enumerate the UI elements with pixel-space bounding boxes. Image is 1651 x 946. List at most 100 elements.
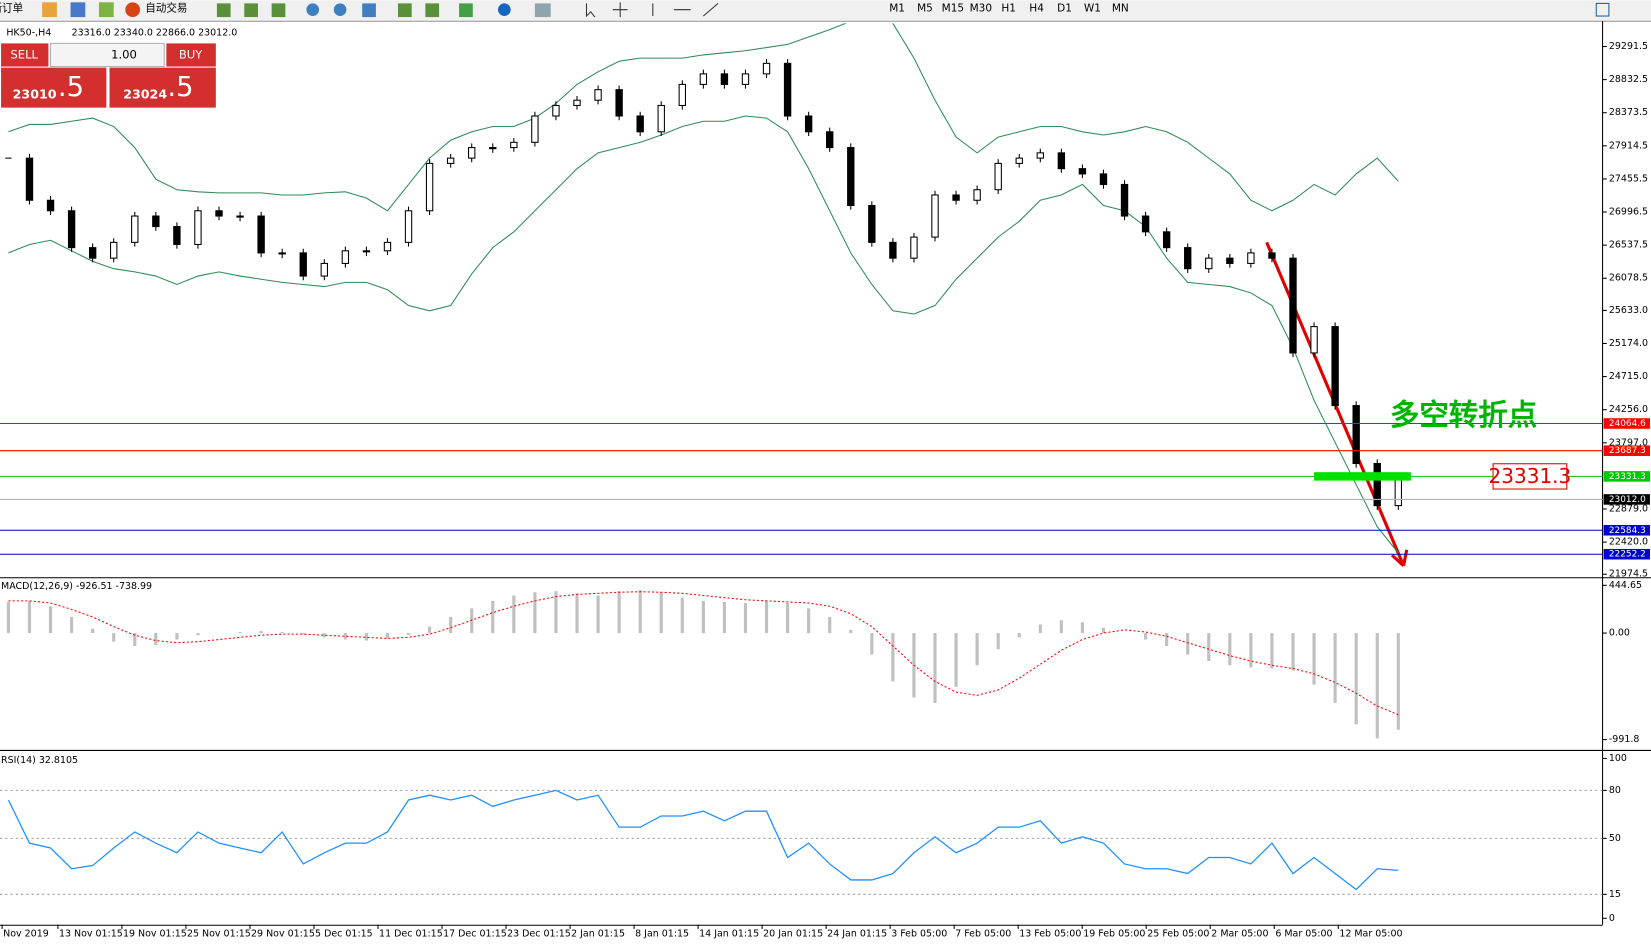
icon[interactable] <box>244 3 258 18</box>
icon[interactable] <box>98 2 114 18</box>
candle <box>257 215 265 254</box>
candle <box>931 194 939 238</box>
volume[interactable]: 1.00 <box>111 47 137 61</box>
macd-signal <box>8 591 1399 716</box>
icon[interactable] <box>42 2 57 18</box>
macd-bar <box>428 626 432 634</box>
y-tick-label: 27914.5 <box>1609 140 1648 151</box>
buy-price[interactable]: 23024 <box>123 86 167 101</box>
y-tick-label: 27455.5 <box>1609 173 1648 184</box>
sell-button[interactable] <box>1 43 49 67</box>
buy-fraction[interactable]: .5 <box>167 72 193 103</box>
candle <box>636 115 644 133</box>
icon[interactable] <box>125 2 141 18</box>
candle <box>46 199 55 212</box>
timeframe-button[interactable]: H1 <box>1001 3 1016 15</box>
timeframe-button[interactable]: D1 <box>1057 3 1072 15</box>
y-tick-label: 21974.5 <box>1609 569 1648 580</box>
buy-button[interactable] <box>166 43 216 67</box>
timeframe-button[interactable]: W1 <box>1084 3 1101 15</box>
macd-bar <box>1165 633 1169 646</box>
price-level-label: 23687.3 <box>1609 446 1646 456</box>
macd-bar <box>891 633 895 682</box>
candle <box>215 210 223 217</box>
icon[interactable] <box>498 3 511 17</box>
macd-bar <box>617 591 621 634</box>
plot-area <box>0 789 1603 895</box>
price-level-box <box>1603 418 1650 429</box>
candle <box>1352 405 1360 465</box>
timeframe-button[interactable]: H4 <box>1029 3 1044 15</box>
y-tick-label: 28373.5 <box>1609 107 1648 118</box>
price-level-label: 24064.6 <box>1609 419 1646 429</box>
y-tick-label: 0.00 <box>1609 628 1630 639</box>
candle <box>110 241 118 259</box>
icon[interactable] <box>333 3 347 17</box>
icon[interactable] <box>362 3 376 18</box>
macd-bar <box>764 600 769 634</box>
time-label: 29 Nov 01:15 <box>251 929 315 940</box>
macd-bar <box>954 633 958 687</box>
macd-bar <box>6 601 11 634</box>
chart-header: 23316.0 23340.0 22866.0 23012.0 <box>72 27 238 38</box>
panel-frames <box>0 21 1651 926</box>
timeframe-button[interactable]: M15 <box>942 3 964 15</box>
candle <box>952 194 960 201</box>
icon[interactable] <box>534 3 551 18</box>
candle <box>1099 173 1108 185</box>
macd-bar <box>722 601 726 634</box>
macd-bar <box>596 595 600 634</box>
y-tick-label: -991.8 <box>1609 734 1640 745</box>
plot-area <box>5 23 1402 554</box>
macd-bar <box>996 633 1000 650</box>
timeframe-button[interactable]: M30 <box>970 3 992 15</box>
icon[interactable] <box>459 3 473 18</box>
macd-bar <box>701 600 705 634</box>
toolbar-item[interactable]: 自动交易 <box>145 2 187 15</box>
sell-price[interactable]: 23010 <box>13 86 57 101</box>
macd-bar <box>301 633 305 635</box>
search-icon[interactable] <box>1595 2 1610 17</box>
time-label: 13 Nov 01:15 <box>59 929 123 940</box>
icon[interactable] <box>652 2 719 17</box>
icon[interactable] <box>425 3 440 18</box>
macd-bar <box>322 633 326 638</box>
macd-bar <box>870 633 874 655</box>
icon[interactable] <box>585 3 596 18</box>
icon[interactable] <box>216 3 231 18</box>
price-level-label: 23331.3 <box>1609 472 1646 482</box>
price-level-label: 22252.2 <box>1609 550 1646 560</box>
icon[interactable] <box>70 2 86 18</box>
toolbar-tools <box>216 2 1610 18</box>
buy-label[interactable]: BUY <box>179 47 203 61</box>
macd-bar <box>175 633 179 640</box>
candle <box>278 252 286 255</box>
buy-price-box[interactable] <box>109 67 216 108</box>
price-level-label: 23012.0 <box>1609 495 1646 505</box>
y-tick-label: 29291.5 <box>1609 41 1648 52</box>
volume-box[interactable] <box>50 42 165 68</box>
toolbar <box>0 0 1651 22</box>
macd-bar <box>238 631 242 634</box>
sell-label[interactable]: SELL <box>10 47 38 61</box>
icon[interactable] <box>306 3 320 17</box>
timeframe-button[interactable]: M5 <box>917 3 933 15</box>
icon[interactable] <box>398 3 412 18</box>
macd-bar <box>575 593 579 634</box>
sell-fraction[interactable]: .5 <box>58 72 84 103</box>
macd-bar <box>1038 624 1042 634</box>
icon[interactable] <box>612 2 628 18</box>
candle <box>320 262 328 277</box>
macd-bar <box>849 629 853 634</box>
timeframe-button[interactable]: M1 <box>889 3 905 15</box>
icon[interactable] <box>271 3 286 18</box>
time-label: 25 Nov 01:15 <box>187 929 251 940</box>
time-label: 8 Jan 01:15 <box>635 929 689 940</box>
time-label: 24 Jan 01:15 <box>827 929 887 940</box>
candle <box>1226 257 1234 264</box>
macd-bar <box>1017 633 1021 638</box>
timeframe-button[interactable]: MN <box>1112 3 1129 15</box>
sell-price-box[interactable] <box>1 67 107 108</box>
toolbar-item[interactable]: 新订单 <box>0 2 23 15</box>
